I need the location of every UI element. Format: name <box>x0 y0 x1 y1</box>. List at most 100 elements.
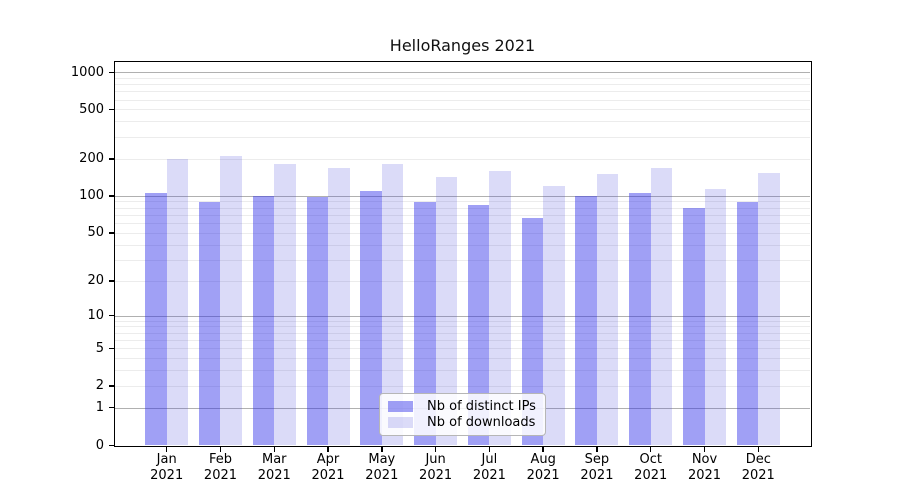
x-tick-year: 2021 <box>311 468 345 483</box>
x-tick-month: May <box>368 452 396 467</box>
plot-area <box>115 62 810 445</box>
x-tick-year: 2021 <box>472 468 506 483</box>
x-tick-mark <box>327 446 329 452</box>
bar-distinct-ips <box>306 197 329 445</box>
bar-downloads <box>274 164 296 445</box>
legend-label-downloads: Nb of downloads <box>427 414 536 430</box>
x-tick-label: Dec 2021 <box>728 452 788 484</box>
x-tick-year: 2021 <box>365 468 399 483</box>
bar-downloads <box>435 177 458 445</box>
legend-label-distinct-ips: Nb of distinct IPs <box>427 399 536 415</box>
minor-gridline <box>115 84 810 86</box>
bar-distinct-ips <box>360 191 382 445</box>
legend-item-downloads: Nb of downloads <box>388 415 537 430</box>
x-tick-month: Aug <box>530 452 556 467</box>
bar-downloads <box>543 186 565 445</box>
x-tick-mark <box>703 446 706 452</box>
bar-downloads <box>328 167 350 445</box>
x-tick-label: Jun 2021 <box>406 452 466 484</box>
minor-gridline <box>115 158 810 160</box>
x-tick-year: 2021 <box>526 468 560 483</box>
bar-distinct-ips <box>521 217 544 445</box>
minor-gridline <box>115 223 810 225</box>
bar-distinct-ips <box>629 192 651 445</box>
x-tick-month: Feb <box>208 452 232 467</box>
y-tick-label: 2 <box>95 378 104 394</box>
bar-downloads <box>704 189 726 445</box>
bar-distinct-ips <box>683 207 705 445</box>
x-tick-year: 2021 <box>580 468 614 483</box>
x-tick-month: Dec <box>745 452 771 467</box>
y-tick-mark <box>109 158 114 160</box>
y-tick-mark <box>109 280 114 282</box>
bar-downloads <box>596 174 619 445</box>
minor-gridline <box>115 358 810 360</box>
x-tick-mark <box>219 446 222 452</box>
x-tick-year: 2021 <box>257 468 291 483</box>
x-tick-year: 2021 <box>150 468 184 483</box>
y-tick-label: 200 <box>79 151 104 167</box>
x-tick-month: Oct <box>639 452 662 467</box>
y-tick-mark <box>109 232 114 234</box>
minor-gridline <box>115 91 810 93</box>
bar-distinct-ips <box>145 192 167 445</box>
x-tick-month: Nov <box>691 452 718 467</box>
x-tick-month: Mar <box>261 452 287 467</box>
bar-distinct-ips <box>736 202 759 445</box>
legend: Nb of distinct IPs Nb of downloads <box>379 393 546 436</box>
bar-downloads <box>381 164 404 445</box>
x-tick-year: 2021 <box>634 468 668 483</box>
bar-distinct-ips <box>467 204 490 445</box>
x-tick-mark <box>488 446 491 452</box>
y-tick-mark <box>109 315 114 317</box>
y-tick-mark <box>109 108 114 111</box>
minor-gridline <box>115 370 810 372</box>
y-tick-label: 1000 <box>70 64 104 80</box>
y-tick-mark <box>109 385 114 387</box>
minor-gridline <box>115 385 810 387</box>
x-tick-mark <box>166 446 168 452</box>
minor-gridline <box>115 332 810 334</box>
y-tick-mark <box>109 195 114 197</box>
legend-swatch-downloads <box>388 416 413 428</box>
x-tick-year: 2021 <box>741 468 775 483</box>
bar-downloads <box>166 159 189 445</box>
x-tick-mark <box>381 446 383 452</box>
x-tick-month: Apr <box>316 452 340 467</box>
x-tick-label: Apr 2021 <box>298 452 358 484</box>
minor-gridline <box>115 201 810 203</box>
y-tick-mark <box>109 347 114 350</box>
legend-item-distinct-ips: Nb of distinct IPs <box>388 399 537 414</box>
major-gridline <box>115 315 810 317</box>
minor-gridline <box>115 259 810 261</box>
minor-gridline <box>115 339 810 341</box>
bar-distinct-ips <box>198 202 221 445</box>
x-tick-month: Sep <box>584 452 610 467</box>
x-tick-month: Jun <box>425 452 446 467</box>
x-tick-label: Jul 2021 <box>459 452 519 484</box>
x-tick-mark <box>596 446 598 452</box>
major-gridline <box>115 72 810 73</box>
x-tick-mark <box>273 446 275 452</box>
minor-gridline <box>115 326 810 328</box>
x-tick-label: Mar 2021 <box>244 452 304 484</box>
bar-distinct-ips <box>575 195 597 445</box>
y-tick-label: 1 <box>95 400 104 416</box>
bar-downloads <box>758 172 780 445</box>
x-tick-label: Oct 2021 <box>621 452 681 484</box>
y-tick-label: 500 <box>79 101 104 117</box>
y-tick-mark <box>109 407 114 409</box>
minor-gridline <box>115 99 810 101</box>
minor-gridline <box>115 348 810 350</box>
minor-gridline <box>115 320 810 322</box>
minor-gridline <box>115 244 810 246</box>
bar-downloads <box>220 155 242 445</box>
y-tick-label: 20 <box>87 273 104 289</box>
x-tick-month: Jul <box>481 452 498 467</box>
y-tick-label: 5 <box>95 340 104 356</box>
bar-downloads <box>650 167 673 445</box>
minor-gridline <box>115 232 810 234</box>
legend-swatch-distinct-ips <box>388 401 413 413</box>
x-tick-year: 2021 <box>419 468 453 483</box>
